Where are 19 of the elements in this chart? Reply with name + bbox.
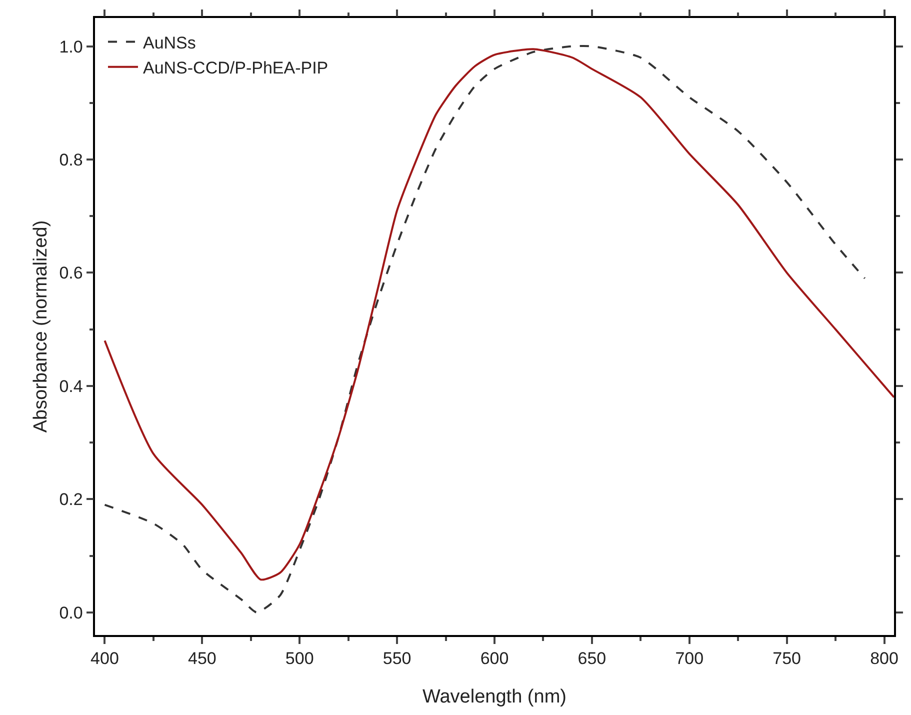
y-tick-label: 0.4	[59, 376, 83, 396]
x-tick-label: 600	[480, 649, 509, 668]
x-tick-label: 750	[772, 649, 802, 668]
y-tick-label: 0.2	[59, 490, 83, 510]
legend-label: AuNSs	[142, 33, 196, 52]
y-axis-title: Absorbance (normalized)	[30, 220, 52, 433]
legend-label: AuNS-CCD/P-PhEA-PIP	[142, 58, 328, 78]
x-tick-label: 400	[90, 649, 119, 668]
y-tick-label: 0.8	[59, 150, 83, 170]
y-tick-label: 0.6	[59, 264, 83, 283]
x-tick-label: 700	[675, 649, 704, 668]
x-tick-label: 550	[382, 649, 412, 668]
x-tick-label: 650	[578, 649, 606, 668]
x-axis-title: Wavelength (nm)	[422, 686, 566, 708]
x-tick-label: 450	[188, 649, 216, 668]
y-tick-label: 0.0	[59, 603, 83, 622]
x-tick-label: 500	[285, 649, 314, 668]
y-tick-label: 1.0	[59, 37, 83, 56]
x-tick-label: 800	[870, 649, 898, 668]
